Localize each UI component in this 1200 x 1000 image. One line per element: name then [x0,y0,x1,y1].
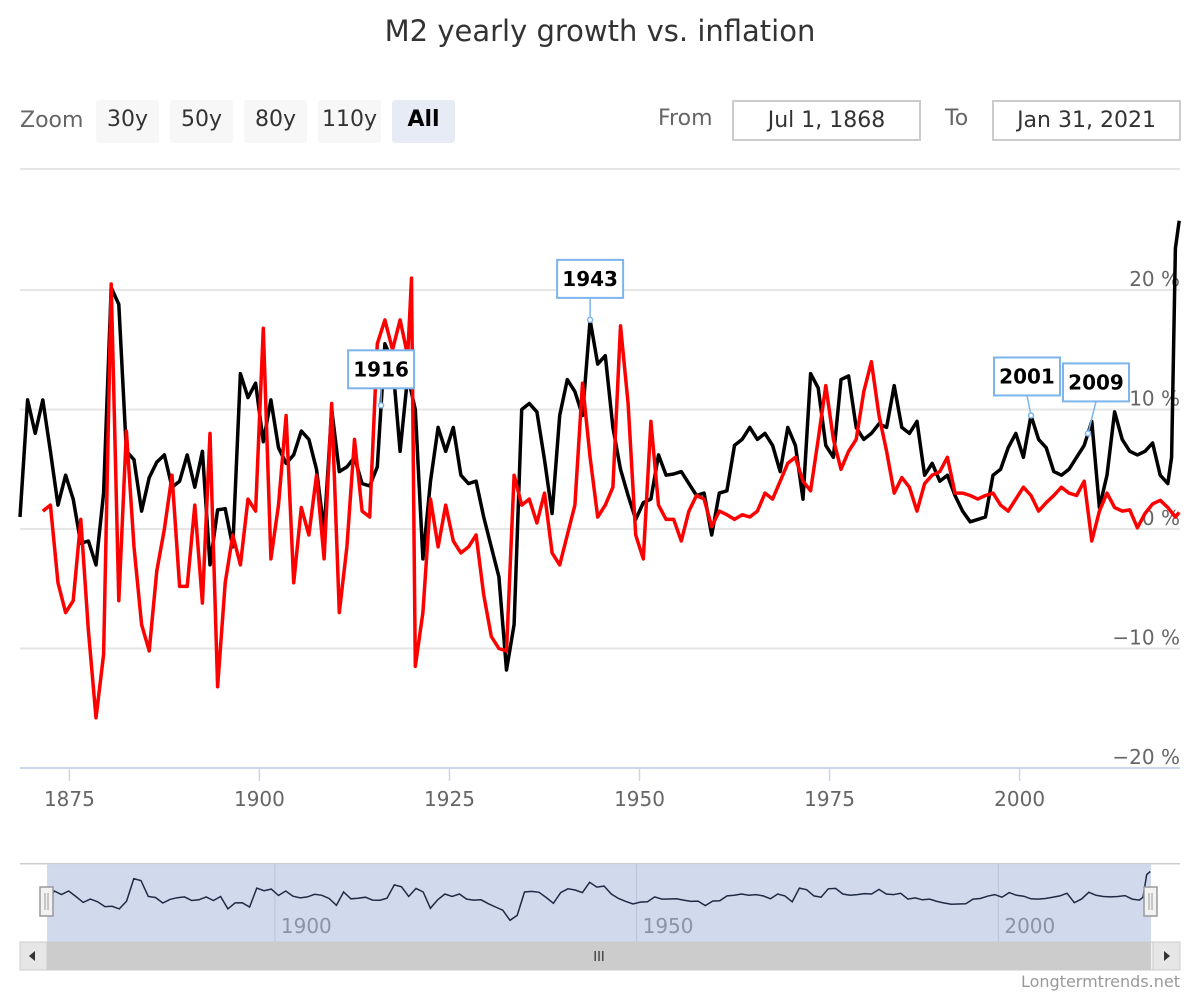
zoom-label: Zoom [20,108,84,133]
flag-label: 2009 [1068,370,1124,394]
inflation-line[interactable] [41,276,1181,720]
arrow-left-icon [29,951,35,961]
flag-connector [1026,395,1032,416]
x-tick-label: 1975 [804,787,855,811]
navigator-series-line [46,870,1151,922]
to-label: To [945,106,969,131]
to-date-input[interactable]: Jan 31, 2021 [992,100,1181,141]
navigator[interactable]: 1900 1950 2000 [20,863,1180,942]
zoom-110y-button[interactable]: 110y [318,100,381,143]
x-tick-label: 2000 [994,787,1045,811]
y-tick-label: −10 % [1112,626,1180,650]
navigator-right-handle[interactable] [1143,886,1158,917]
flag-2001[interactable]: 2001 [993,356,1062,419]
x-tick-label: 1925 [424,787,475,811]
scrollbar[interactable]: III [19,941,1181,971]
chart-title: M2 yearly growth vs. inflation [384,14,816,48]
x-tick-label: 1950 [614,787,665,811]
flag-label: 1943 [562,267,618,291]
flag-box [556,258,625,299]
zoom-30y-button[interactable]: 30y [96,100,159,143]
navigator-tick-label: 1950 [643,914,694,938]
from-date-input[interactable]: Jul 1, 1868 [732,100,921,141]
flag-anchor [377,402,385,409]
scrollbar-thumb-grip: III [593,950,605,965]
credit-link[interactable]: Longtermtrends.net [1020,972,1180,991]
flag-anchor [586,316,594,324]
navigator-top-border [20,863,1180,865]
navigator-left-handle[interactable] [39,886,54,917]
flag-anchor [1084,430,1092,437]
navigator-tick-label: 1900 [281,914,332,938]
navigator-tick-label: 2000 [1004,914,1055,938]
y-tick-label: 20 % [1129,267,1180,291]
navigator-mask [47,864,1151,942]
flag-anchor [1027,412,1035,419]
flag-1916[interactable]: 1916 [347,349,416,409]
x-tick-label: 1900 [234,787,285,811]
flag-label: 2001 [999,364,1055,388]
left-handle-box[interactable] [39,886,54,917]
scrollbar-thumb[interactable] [47,942,1151,970]
flag-box [993,356,1062,397]
x-tick-label: 1875 [44,787,95,811]
zoom-all-button[interactable]: All [392,100,455,143]
flag-box [347,349,416,390]
y-tick-label: −20 % [1112,745,1180,769]
flag-2009[interactable]: 2009 [1062,362,1131,437]
right-handle-box[interactable] [1143,886,1158,917]
zoom-80y-button[interactable]: 80y [244,100,307,143]
flag-label: 1916 [353,357,409,381]
from-label: From [658,106,713,131]
zoom-50y-button[interactable]: 50y [170,100,233,143]
arrow-right-icon [1164,951,1170,961]
flag-box [1062,362,1131,403]
flag-connector [1087,401,1097,434]
flag-1943[interactable]: 1943 [556,258,625,324]
